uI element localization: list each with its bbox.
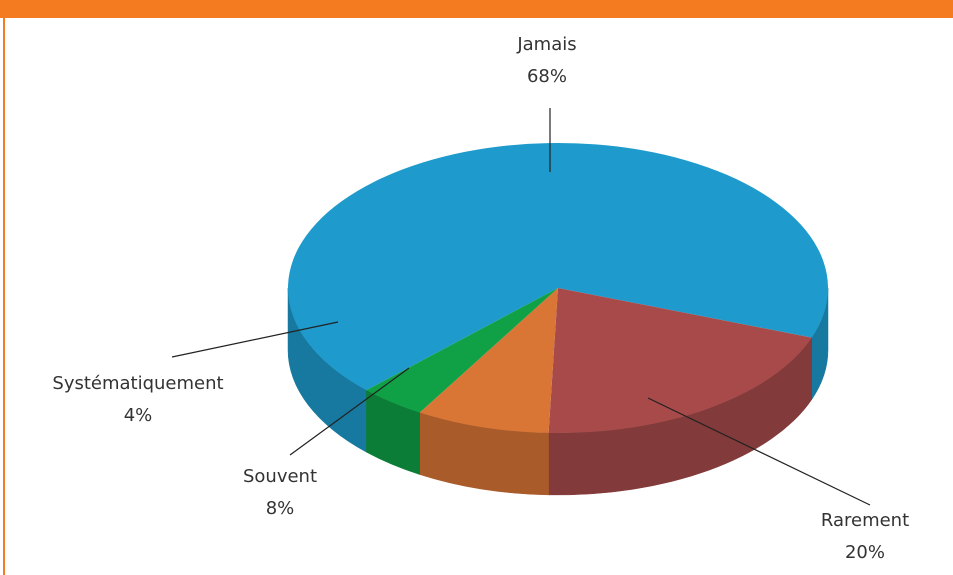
slice — [548, 288, 812, 433]
slice — [419, 288, 558, 433]
value-label: 4% — [124, 405, 153, 426]
slice — [366, 288, 558, 413]
leader-line — [647, 397, 871, 506]
category-label: Jamais — [516, 34, 576, 55]
value-label: 20% — [845, 542, 885, 563]
category-label: Rarement — [821, 510, 909, 531]
category-label: Systématiquement — [52, 373, 223, 394]
value-label: 68% — [527, 66, 567, 87]
left-border — [3, 18, 5, 575]
leader-line — [171, 321, 339, 358]
value-label: 8% — [266, 498, 295, 519]
category-label: Souvent — [243, 466, 317, 487]
top-bar — [0, 0, 953, 18]
slice — [287, 143, 829, 391]
leader-line — [289, 367, 410, 456]
